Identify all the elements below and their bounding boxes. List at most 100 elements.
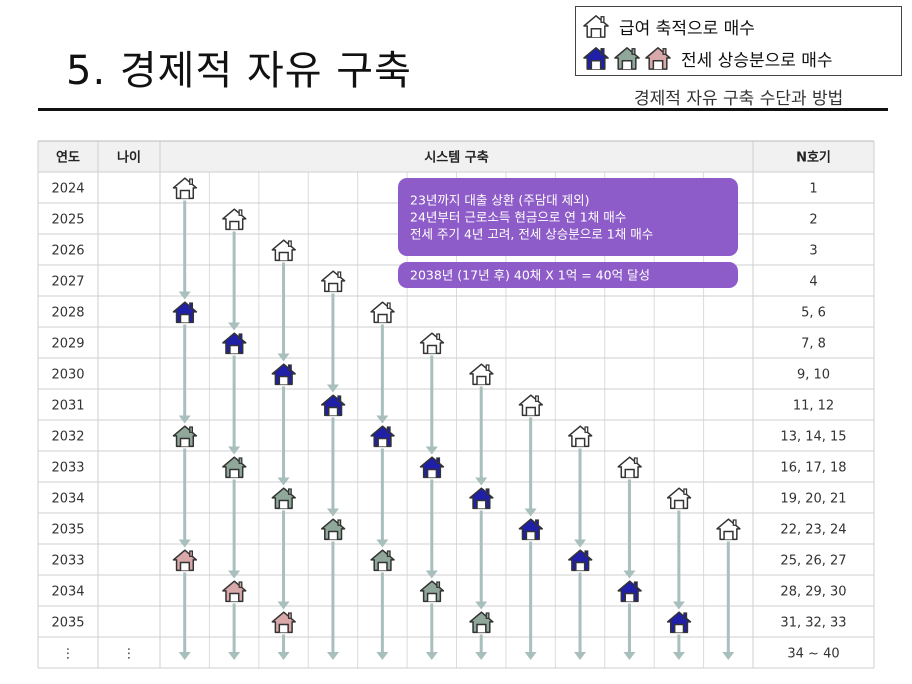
- house-chimney: [337, 395, 342, 402]
- down-arrow-head: [277, 353, 290, 362]
- house-door: [426, 344, 438, 354]
- header-system: 시스템 구축: [424, 150, 488, 166]
- house-chimney: [485, 612, 490, 619]
- row-year: 2034: [51, 585, 84, 600]
- house-chimney: [535, 519, 539, 526]
- outline-house-icon: [419, 332, 445, 355]
- house-door: [673, 623, 685, 633]
- house-chimney: [584, 426, 589, 433]
- down-arrow-head: [326, 508, 339, 517]
- pink-house-icon: [271, 611, 296, 634]
- outline-house-icon: [617, 456, 642, 479]
- gray-house-icon: [614, 47, 640, 70]
- house-door: [179, 561, 191, 571]
- house-door: [229, 592, 240, 602]
- row-n-unit: 31, 32, 33: [780, 616, 846, 631]
- outline-house-icon: [568, 425, 593, 448]
- table-header-bg: [38, 141, 874, 172]
- arrow-layer: [178, 200, 735, 660]
- down-arrow-head: [228, 570, 241, 579]
- house-door: [229, 468, 240, 478]
- row-year: 2027: [51, 275, 84, 290]
- house-chimney: [436, 581, 441, 588]
- house-door: [278, 623, 289, 633]
- page-title: 5. 경제적 자유 구축: [66, 48, 412, 94]
- navy-house-icon: [666, 611, 692, 634]
- house-door: [624, 592, 635, 602]
- navy-house-icon: [222, 332, 247, 355]
- house-door: [476, 623, 487, 633]
- navy-house-icon: [419, 456, 445, 479]
- row-n-unit: 25, 26, 27: [780, 554, 846, 569]
- house-door: [377, 313, 388, 323]
- callout-box: [398, 262, 738, 288]
- house-chimney: [189, 426, 194, 433]
- row-n-unit: 22, 23, 24: [780, 523, 846, 538]
- down-arrow-head: [178, 291, 191, 300]
- house-chimney: [189, 178, 194, 185]
- row-n-unit: 7, 8: [801, 337, 826, 352]
- house-chimney: [238, 333, 243, 340]
- house-door: [426, 468, 438, 478]
- legend-label-jeonse: 전세 상승분으로 매수: [681, 50, 833, 71]
- house-chimney: [732, 519, 737, 526]
- down-arrow-head: [178, 652, 191, 660]
- outline-house-icon: [222, 208, 247, 231]
- navy-house-icon: [469, 487, 494, 510]
- row-n-unit: 34 ~ 40: [787, 647, 839, 662]
- row-year: 2030: [51, 368, 84, 383]
- house-chimney: [584, 550, 589, 557]
- house-door: [179, 437, 191, 447]
- row-year: 2028: [51, 306, 84, 321]
- navy-house-icon: [583, 47, 609, 70]
- house-door: [426, 592, 438, 602]
- callout-box: [398, 178, 738, 256]
- down-arrow-head: [475, 601, 488, 610]
- navy-house-icon: [568, 549, 593, 572]
- outline-house-icon: [583, 15, 609, 38]
- header-n-unit: N호기: [796, 151, 831, 166]
- house-chimney: [386, 426, 391, 433]
- gray-house-icon: [222, 456, 247, 479]
- house-chimney: [535, 395, 539, 402]
- down-arrow-head: [228, 652, 241, 660]
- down-arrow-head: [376, 652, 389, 660]
- navy-house-icon: [617, 580, 642, 603]
- row-n-unit: 19, 20, 21: [780, 492, 846, 507]
- down-arrow-head: [376, 539, 389, 548]
- pink-house-icon: [172, 549, 198, 572]
- down-arrow-head: [228, 446, 241, 455]
- down-arrow-head: [524, 508, 537, 517]
- down-arrow-head: [277, 477, 290, 486]
- title-divider: [38, 108, 888, 111]
- down-arrow-head: [425, 570, 438, 579]
- house-chimney: [287, 240, 292, 247]
- row-year: 2033: [51, 554, 84, 569]
- house-door: [525, 530, 536, 540]
- row-n-unit: 5, 6: [801, 306, 826, 321]
- gray-house-icon: [370, 549, 395, 572]
- gray-house-icon: [469, 611, 494, 634]
- row-n-unit: 4: [809, 275, 817, 290]
- house-door: [328, 406, 339, 416]
- house-door: [525, 406, 536, 416]
- row-n-unit: 9, 10: [797, 368, 830, 383]
- house-door: [229, 220, 240, 230]
- legend-item-salary: 급여 축적으로 매수: [582, 13, 755, 39]
- house-chimney: [189, 302, 194, 309]
- house-door: [278, 251, 289, 261]
- house-door: [723, 530, 734, 540]
- house-door: [476, 499, 487, 509]
- outline-house-icon: [271, 239, 296, 262]
- house-chimney: [238, 581, 243, 588]
- down-arrow-head: [178, 415, 191, 424]
- navy-house-icon: [172, 301, 198, 324]
- house-chimney: [633, 581, 638, 588]
- header-age: 나이: [117, 150, 141, 166]
- pink-house-icon: [222, 580, 247, 603]
- house-door: [377, 561, 388, 571]
- legend-box: 급여 축적으로 매수 전세 상승분으로 매수: [575, 6, 902, 76]
- row-n-unit: 13, 14, 15: [780, 430, 846, 445]
- house-chimney: [386, 550, 391, 557]
